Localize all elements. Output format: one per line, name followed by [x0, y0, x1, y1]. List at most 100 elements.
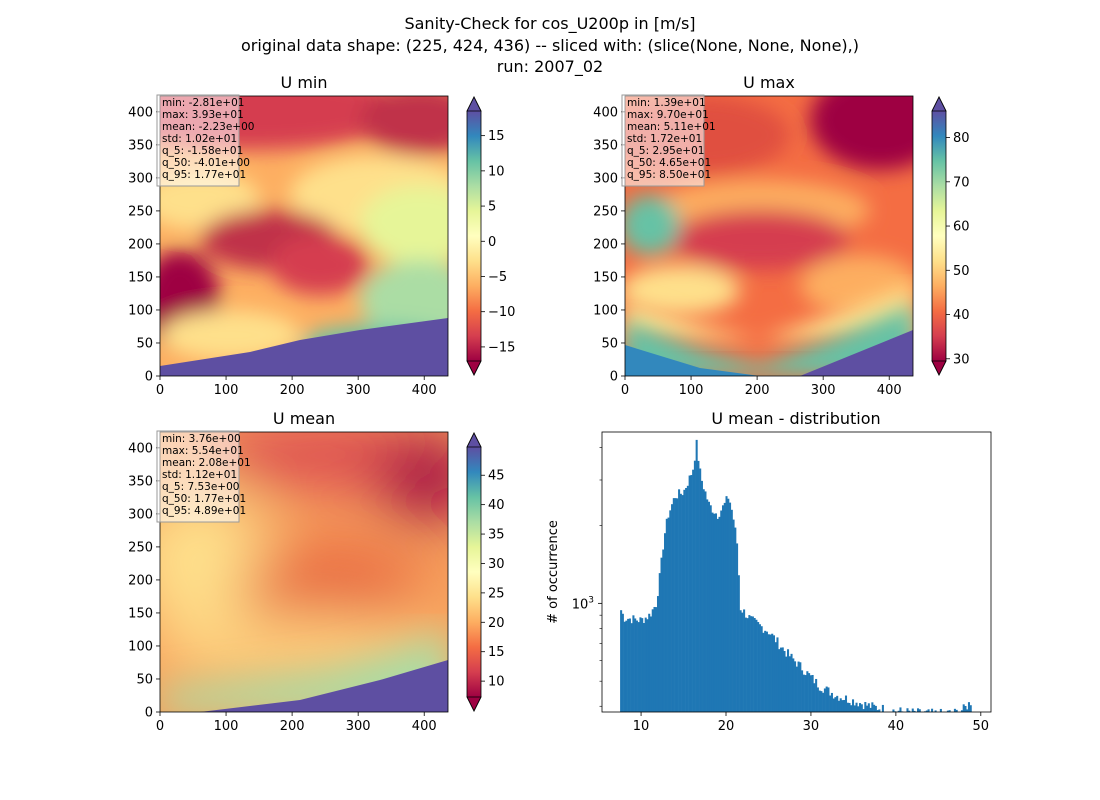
histogram-bar	[730, 509, 733, 712]
histogram-bar	[834, 697, 837, 712]
umax-colorbar-tick-label: 60	[953, 220, 970, 235]
umin-y-ticks: 0 50 100 150 200 250 300 350 400	[128, 105, 160, 385]
histogram-bar	[953, 708, 956, 712]
histogram-bar	[899, 707, 902, 712]
umin-y-tick-label: 150	[128, 270, 153, 285]
histogram-bar	[931, 708, 934, 712]
panel-umax-title: U max	[743, 73, 795, 92]
umax-y-tick-label: 200	[593, 237, 618, 252]
histogram-bar	[665, 518, 668, 712]
histogram-bar	[874, 705, 877, 712]
histogram-bar	[658, 573, 661, 712]
histogram-bar	[736, 543, 739, 712]
histogram-bar	[960, 710, 963, 712]
histogram-bar	[918, 709, 921, 712]
histogram-x-tick-label: 40	[888, 719, 905, 734]
histogram-bar	[741, 612, 744, 712]
umin-y-tick-label: 300	[128, 171, 153, 186]
histogram-bar	[676, 498, 679, 712]
figure-title-line-2: original data shape: (225, 424, 436) -- …	[241, 36, 859, 55]
histogram-bar	[760, 626, 763, 712]
histogram-bar	[859, 703, 862, 712]
histogram-bar	[848, 702, 851, 712]
umin-x-ticks: 0 100 200 300 400	[156, 376, 437, 398]
histogram-bar	[827, 687, 830, 712]
histogram-bar	[734, 527, 737, 712]
histogram-bar	[739, 610, 742, 712]
histogram-bar	[725, 496, 728, 712]
histogram-bar	[623, 621, 626, 712]
umin-colorbar-tick-label: −10	[488, 305, 515, 320]
histogram-bar	[850, 705, 853, 712]
histogram-bar	[860, 704, 863, 712]
umean-y-tick-label: 200	[128, 573, 153, 588]
histogram-bar	[695, 439, 698, 712]
umean-x-tick-label: 400	[412, 719, 437, 734]
umean-y-tick-label: 300	[128, 507, 153, 522]
umin-colorbar-gradient	[467, 111, 481, 361]
umean-axes-frame	[159, 431, 449, 713]
histogram-axes-frame	[601, 431, 992, 713]
histogram-bar	[801, 670, 804, 712]
histogram-bar	[660, 557, 663, 712]
umax-colorbar-extend-max	[931, 96, 947, 112]
histogram-bar	[746, 618, 749, 712]
umax-x-tick-label: 300	[811, 383, 836, 398]
histogram-bar	[783, 650, 786, 712]
histogram-bar	[750, 616, 753, 712]
umax-stat-q50: q_50: 4.65e+01	[627, 157, 711, 169]
histogram-x-tick-label: 50	[973, 719, 990, 734]
umean-y-tick-label: 150	[128, 606, 153, 621]
histogram-bar	[656, 596, 660, 712]
umax-x-tick-label: 200	[745, 383, 770, 398]
histogram-bar	[685, 487, 688, 712]
histogram-bar	[690, 475, 693, 712]
umin-colorbar-tick-label: 5	[488, 200, 496, 215]
histogram-bar	[646, 619, 649, 712]
histogram-bar	[630, 623, 633, 712]
histogram-bar	[697, 460, 700, 712]
histogram-bar	[653, 606, 656, 712]
umin-colorbar-tick-label: 0	[488, 235, 496, 250]
histogram-bar	[723, 502, 726, 712]
histogram-bar	[707, 501, 710, 712]
umax-colorbar: 30 40 50 60 70 80	[931, 96, 970, 376]
histogram-y-ticks: 103	[572, 447, 602, 707]
histogram-bar	[621, 613, 624, 712]
histogram-bar	[679, 493, 682, 712]
umin-stat-q95: q_95: 1.77e+01	[162, 169, 246, 181]
histogram-bar	[686, 485, 689, 712]
histogram-bar	[634, 618, 637, 712]
histogram-bar	[841, 700, 844, 712]
histogram-bar	[655, 607, 658, 712]
umin-x-tick-label: 0	[156, 383, 164, 398]
umax-stat-q95: q_95: 8.50e+01	[627, 169, 711, 181]
histogram-bar	[778, 649, 781, 712]
umax-y-tick-label: 400	[593, 105, 618, 120]
umin-y-tick-label: 50	[136, 336, 153, 351]
histogram-bar	[632, 615, 635, 712]
histogram-bar	[755, 619, 758, 712]
umean-stat-q95: q_95: 4.89e+01	[162, 505, 246, 517]
histogram-bar	[785, 656, 788, 712]
umean-x-tick-label: 100	[214, 719, 239, 734]
histogram-bar	[765, 631, 768, 712]
umax-stat-q5: q_5: 2.95e+01	[627, 145, 704, 157]
umin-stats-box: min: -2.81e+01 max: 3.93e+01 mean: -2.23…	[156, 94, 254, 187]
histogram-bar	[864, 701, 867, 712]
histogram-bar	[816, 687, 819, 712]
histogram-bar	[651, 609, 654, 712]
histogram-bar	[667, 517, 670, 712]
umax-stats-box: min: 1.39e+01 max: 9.70e+01 mean: 5.11e+…	[621, 94, 716, 187]
histogram-bar	[878, 709, 881, 712]
histogram-bar	[644, 617, 647, 712]
histogram-bar	[966, 709, 969, 712]
histogram-bar	[820, 691, 823, 712]
umean-colorbar-tick-label: 40	[488, 498, 505, 513]
histogram-y-major-tick-label: 103	[572, 595, 594, 612]
histogram-bar	[822, 692, 825, 712]
histogram-bar	[804, 675, 807, 712]
histogram-bar	[823, 688, 826, 712]
histogram-bar	[964, 705, 967, 712]
